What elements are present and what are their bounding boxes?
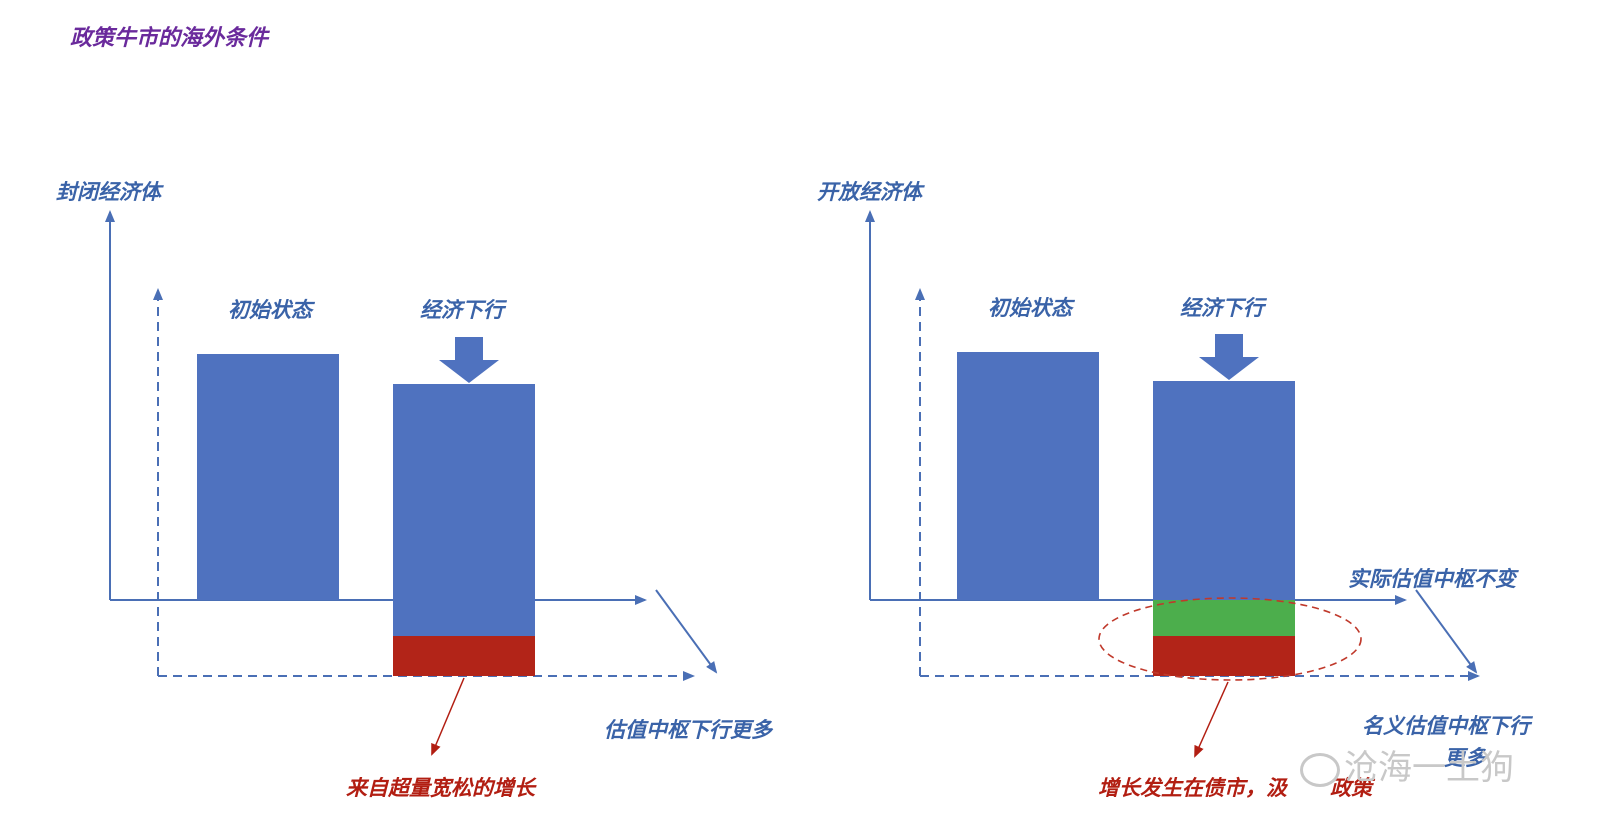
left-bar2-label: 经济下行 xyxy=(420,297,504,322)
right-bar-easing-growth xyxy=(1153,636,1295,676)
left-bar-downturn xyxy=(393,384,535,636)
left-annotation: 来自超量宽松的增长 xyxy=(346,775,535,800)
left-panel-heading: 封闭经济体 xyxy=(56,179,161,204)
page-title: 政策牛市的海外条件 xyxy=(70,25,269,51)
right-bar-initial xyxy=(957,352,1099,600)
watermark: 沧海一土狗 xyxy=(1300,740,1514,789)
right-panel xyxy=(865,210,1480,758)
right-axis-label-1: 实际估值中枢不变 xyxy=(1348,566,1516,591)
left-bar-initial xyxy=(197,354,339,600)
right-highlight-ellipse xyxy=(1098,597,1362,681)
right-shift-arrow xyxy=(1415,589,1478,674)
watermark-text: 沧海一土狗 xyxy=(1344,748,1514,788)
left-axis-label: 估值中枢下行更多 xyxy=(604,717,772,742)
right-bar-bond-growth xyxy=(1153,600,1295,636)
wechat-icon xyxy=(1300,752,1340,787)
right-panel-heading: 开放经济体 xyxy=(817,179,922,204)
right-axis-label-2b: 更多 xyxy=(1444,745,1486,770)
right-annotation-pointer xyxy=(1194,681,1229,758)
right-bar-downturn xyxy=(1153,381,1295,600)
right-down-arrow-icon xyxy=(1199,334,1259,380)
right-bar2-label: 经济下行 xyxy=(1180,295,1264,320)
right-annotation-tail: 政策 xyxy=(1330,775,1372,800)
right-annotation: 增长发生在债市，汲 xyxy=(1098,775,1287,800)
left-annotation-pointer xyxy=(431,677,465,756)
right-bar1-label: 初始状态 xyxy=(988,295,1072,320)
left-down-arrow-icon xyxy=(439,337,499,383)
left-shift-arrow xyxy=(655,589,718,674)
left-panel xyxy=(105,210,718,756)
left-bar-easing-growth xyxy=(393,636,535,676)
right-axis-label-2: 名义估值中枢下行 xyxy=(1362,713,1530,738)
left-bar1-label: 初始状态 xyxy=(228,297,312,322)
